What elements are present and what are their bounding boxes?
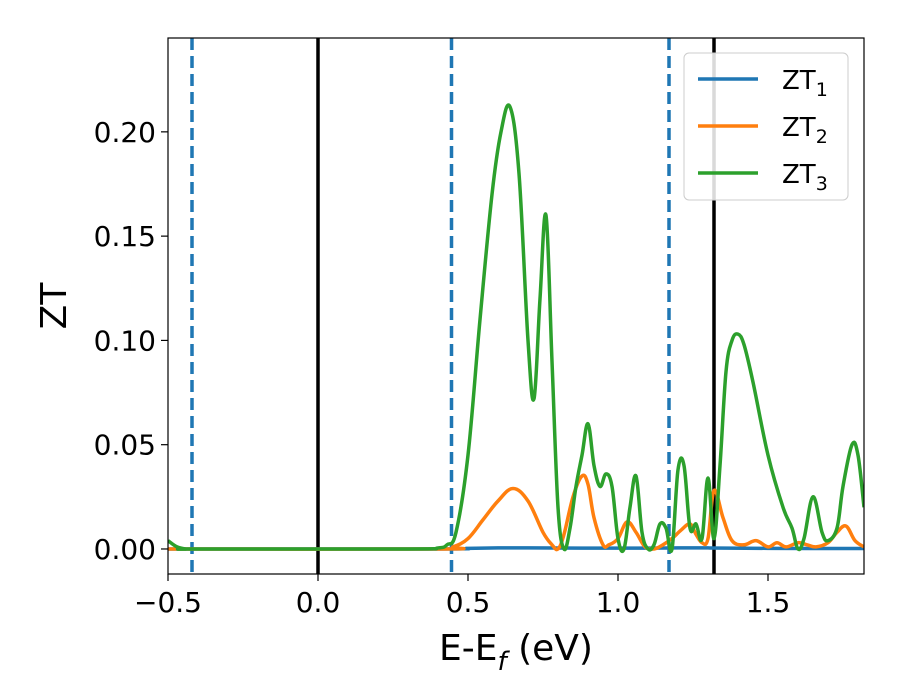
- legend-label-zt2: ZT2: [782, 113, 828, 148]
- legend-label-zt1: ZT1: [782, 66, 828, 101]
- y-axis-title: ZT: [34, 282, 75, 330]
- y-tick-label: 0.15: [94, 220, 156, 253]
- y-tick-label: 0.10: [94, 324, 156, 357]
- legend-label-zt3: ZT3: [782, 160, 828, 195]
- legend-box: [683, 52, 849, 201]
- reference-lines: [190, 38, 716, 574]
- series-line-zt3: [168, 103, 864, 554]
- x-tick-label: 1.5: [746, 586, 791, 619]
- x-tick-label: 0.0: [296, 586, 341, 619]
- x-axis-title-unit: (eV): [507, 628, 593, 669]
- y-tick-label: 0.20: [94, 116, 156, 149]
- y-axis-ticks: 0.00 0.05 0.10 0.15 0.20: [94, 116, 168, 566]
- x-tick-label: 1.0: [596, 586, 641, 619]
- x-tick-label: −0.5: [134, 586, 202, 619]
- axes-frame: [167, 37, 865, 575]
- y-tick-label: 0.00: [94, 533, 156, 566]
- x-axis-title: E-Ef (eV): [439, 628, 593, 677]
- x-tick-label: 0.5: [446, 586, 491, 619]
- x-axis-ticks: −0.5 0.0 0.5 1.0 1.5: [134, 574, 790, 619]
- legend: ZT1 ZT2 ZT3: [683, 52, 849, 201]
- series-lines: [168, 103, 864, 554]
- y-tick-label: 0.05: [94, 429, 156, 462]
- series-line-zt2: [168, 473, 864, 552]
